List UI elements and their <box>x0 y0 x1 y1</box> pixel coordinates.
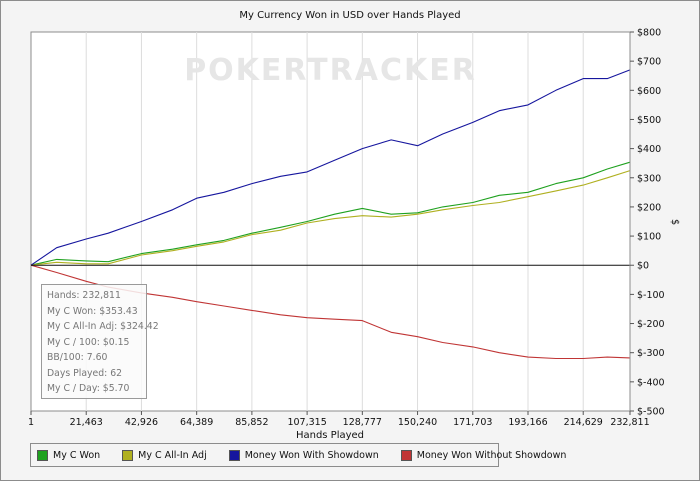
chart-title: My Currency Won in USD over Hands Played <box>239 10 461 21</box>
legend-label: My C All-In Adj <box>138 449 207 461</box>
y-tick-label: $700 <box>637 57 661 68</box>
x-tick-label: 193,166 <box>508 417 547 428</box>
x-tick-label: 150,240 <box>398 417 437 428</box>
x-tick-label: 171,703 <box>453 417 492 428</box>
stats-line: Days Played: 62 <box>47 367 123 379</box>
legend-swatch <box>400 449 412 461</box>
x-axis-title: Hands Played <box>296 430 364 441</box>
y-tick-label: $-300 <box>637 348 665 359</box>
series-line-3 <box>30 69 631 266</box>
y-tick-label: $-400 <box>637 377 665 388</box>
y-tick-label: $-200 <box>637 319 665 330</box>
series-line-1 <box>30 161 631 266</box>
stats-line: My C / Day: $5.70 <box>47 383 130 394</box>
legend-swatch <box>122 449 134 461</box>
y-tick-label: $600 <box>637 86 661 97</box>
legend-item: Money Won With Showdown <box>228 449 379 461</box>
stats-line: My C Won: $353.43 <box>47 305 138 317</box>
y-tick-label: $400 <box>637 144 661 155</box>
x-tick-label: 64,389 <box>180 417 213 428</box>
y-tick-label: $800 <box>637 28 661 39</box>
y-tick-label: $-100 <box>637 290 665 301</box>
y-tick-label: $200 <box>637 202 661 213</box>
legend-item: Money Won Without Showdown <box>400 449 567 461</box>
y-tick-label: $-500 <box>637 407 665 418</box>
stats-box: Hands: 232,811 My C Won: $353.43 My C All-… <box>41 284 159 399</box>
legend-label: Money Won With Showdown <box>244 449 379 461</box>
y-axis-title: $ <box>669 219 680 225</box>
x-tick-label: 85,852 <box>235 417 268 428</box>
y-tick-label: $100 <box>637 232 661 243</box>
stats-line: Hands: 232,811 <box>47 290 121 301</box>
legend-label: My C Won <box>53 449 101 461</box>
x-tick-label: 107,315 <box>287 417 326 428</box>
x-tick-label: 42,926 <box>125 417 158 428</box>
y-tick-label: $500 <box>637 115 661 126</box>
y-tick-label: $300 <box>637 173 661 184</box>
legend-swatch <box>37 449 48 461</box>
stats-line: My C / 100: $0.15 <box>47 336 130 348</box>
x-tick-label: 21,463 <box>70 417 103 428</box>
legend-swatch <box>228 449 240 461</box>
y-tick-label: $0 <box>637 261 649 272</box>
series-line-2 <box>30 170 631 266</box>
stats-line: BB/100: 7.60 <box>47 352 108 363</box>
legend-label: Money Won Without Showdown <box>416 449 567 461</box>
x-tick-label: 214,629 <box>564 417 603 428</box>
x-tick-label: 128,777 <box>343 417 382 428</box>
x-tick-label: 232,811 <box>610 417 649 428</box>
stats-line: My C All-In Adj: $324.42 <box>47 321 159 332</box>
legend-item: My C Won <box>37 449 101 461</box>
legend: My C Won My C All-In Adj Money Won With Sh… <box>30 443 566 467</box>
watermark-logo: POKERTRACKER <box>184 53 477 88</box>
legend-item: My C All-In Adj <box>122 449 207 461</box>
x-tick-label: 1 <box>28 417 34 428</box>
